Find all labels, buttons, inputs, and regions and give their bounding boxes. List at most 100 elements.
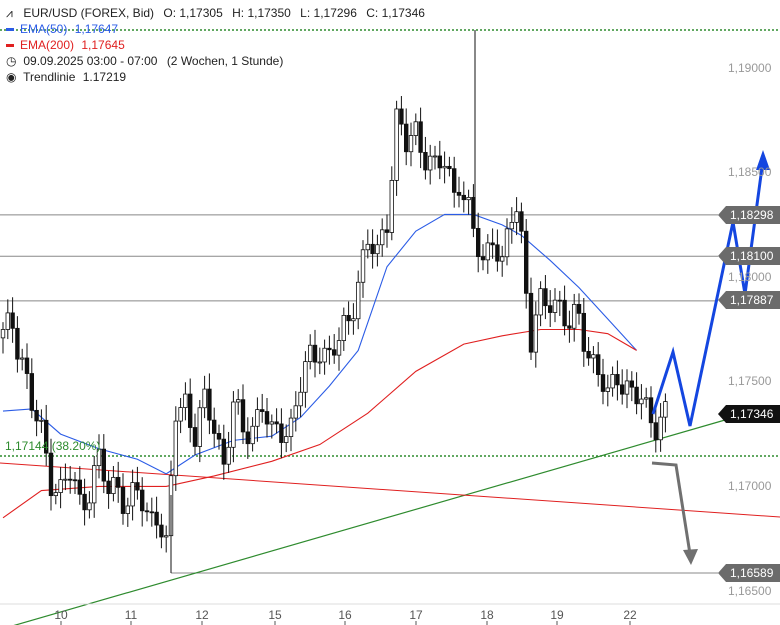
candle-body xyxy=(235,399,241,403)
y-tick-label: 1,17000 xyxy=(728,479,772,493)
candle-body xyxy=(451,168,457,193)
candle-body xyxy=(10,312,15,329)
x-tick-label: 15 xyxy=(268,608,282,622)
candle-body xyxy=(298,391,303,407)
price-tag-shape xyxy=(718,291,780,309)
candle-body xyxy=(72,479,78,482)
projection-arrows xyxy=(651,150,770,565)
candle-body xyxy=(5,312,10,330)
candle-body xyxy=(562,299,567,327)
candle-body xyxy=(293,405,298,419)
price-tag-label: 1,17346 xyxy=(730,407,774,421)
candle-body xyxy=(413,121,418,136)
candle-body xyxy=(106,480,111,495)
candle-body xyxy=(307,344,313,363)
candle-body xyxy=(576,303,582,314)
candle-body xyxy=(610,374,615,389)
high-value: H: 1,17350 xyxy=(232,6,291,20)
candle-body xyxy=(471,197,476,229)
candle-body xyxy=(53,492,58,497)
candle-body xyxy=(322,347,327,363)
candle-body xyxy=(360,249,366,283)
candle-body xyxy=(548,305,553,313)
price-tag: 1,18298 xyxy=(718,206,780,224)
candle-body xyxy=(399,108,404,125)
chart-levels xyxy=(0,29,780,574)
candle-body xyxy=(379,229,385,246)
price-tag-label: 1,18100 xyxy=(730,249,774,263)
bearish-arrowhead-icon xyxy=(683,549,698,565)
candle-body xyxy=(178,407,183,422)
candle-body xyxy=(437,155,442,169)
ema50-label: EMA(50) xyxy=(20,22,68,36)
bullish-projection-arrow xyxy=(651,159,765,427)
ema200-line xyxy=(2,328,637,519)
candle-body xyxy=(216,433,222,440)
candle-body xyxy=(231,401,236,448)
candle-body xyxy=(211,419,217,434)
price-candles xyxy=(0,30,668,573)
y-tick-label: 1,18500 xyxy=(728,165,772,179)
x-tick-label: 18 xyxy=(480,608,494,622)
legend-ema50-row: EMA(50) 1,17647 xyxy=(6,21,431,37)
x-tick-label: 16 xyxy=(338,608,352,622)
price-tag: 1,16589 xyxy=(718,564,780,582)
ema200-swatch-icon xyxy=(6,44,14,48)
candle-body xyxy=(139,489,145,512)
candle-body xyxy=(384,229,390,233)
candle-body xyxy=(207,388,212,421)
candle-body xyxy=(423,151,428,171)
candle-body xyxy=(312,344,318,363)
candle-body xyxy=(101,448,106,482)
chart-lines xyxy=(0,213,780,625)
price-tag-shape xyxy=(718,564,780,582)
candle-body xyxy=(135,482,140,491)
trend-line xyxy=(13,419,726,625)
target-icon: ◉ xyxy=(6,70,17,84)
candle-body xyxy=(375,244,380,255)
y-tick-label: 1,16500 xyxy=(728,584,772,598)
price-tag-label: 1,16589 xyxy=(730,566,774,580)
candle-body xyxy=(648,397,654,424)
candle-body xyxy=(96,448,102,467)
candle-body xyxy=(389,180,394,233)
candle-body xyxy=(77,479,82,495)
period-range: 09.09.2025 03:00 - 07:00 xyxy=(23,54,158,68)
price-tag-label: 1,18298 xyxy=(730,208,774,222)
candle-body xyxy=(596,354,601,375)
price-tag: 1,18100 xyxy=(718,247,780,265)
legend-ema200-row: EMA(200) 1,17645 xyxy=(6,37,431,53)
candle-body xyxy=(620,384,625,395)
candle-body xyxy=(644,397,649,400)
candle-body xyxy=(394,108,399,181)
x-tick-label: 11 xyxy=(125,608,138,622)
candle-body xyxy=(327,347,332,351)
candle-body xyxy=(149,511,154,514)
candle-body xyxy=(447,165,452,170)
candle-body xyxy=(48,452,54,497)
candle-body xyxy=(624,380,630,395)
candle-body xyxy=(615,374,620,386)
candle-body xyxy=(197,407,202,447)
candle-body xyxy=(63,478,68,481)
candle-body xyxy=(432,155,438,158)
candle-body xyxy=(475,228,481,258)
candle-body xyxy=(533,314,538,353)
candle-body xyxy=(663,401,668,418)
candle-body xyxy=(173,420,178,477)
x-tick-label: 19 xyxy=(550,608,564,622)
candle-body xyxy=(629,380,634,388)
candle-body xyxy=(279,423,284,443)
low-value: L: 1,17296 xyxy=(300,6,357,20)
candle-body xyxy=(461,194,466,201)
candle-body xyxy=(24,357,30,374)
candle-body xyxy=(581,312,586,352)
period-detail: (2 Wochen, 1 Stunde) xyxy=(166,54,284,68)
candle-body xyxy=(485,242,490,261)
x-tick-label: 12 xyxy=(195,608,209,622)
candle-body xyxy=(221,438,226,465)
candle-body xyxy=(557,299,562,302)
candle-body xyxy=(490,242,495,246)
candle-body xyxy=(283,436,289,443)
